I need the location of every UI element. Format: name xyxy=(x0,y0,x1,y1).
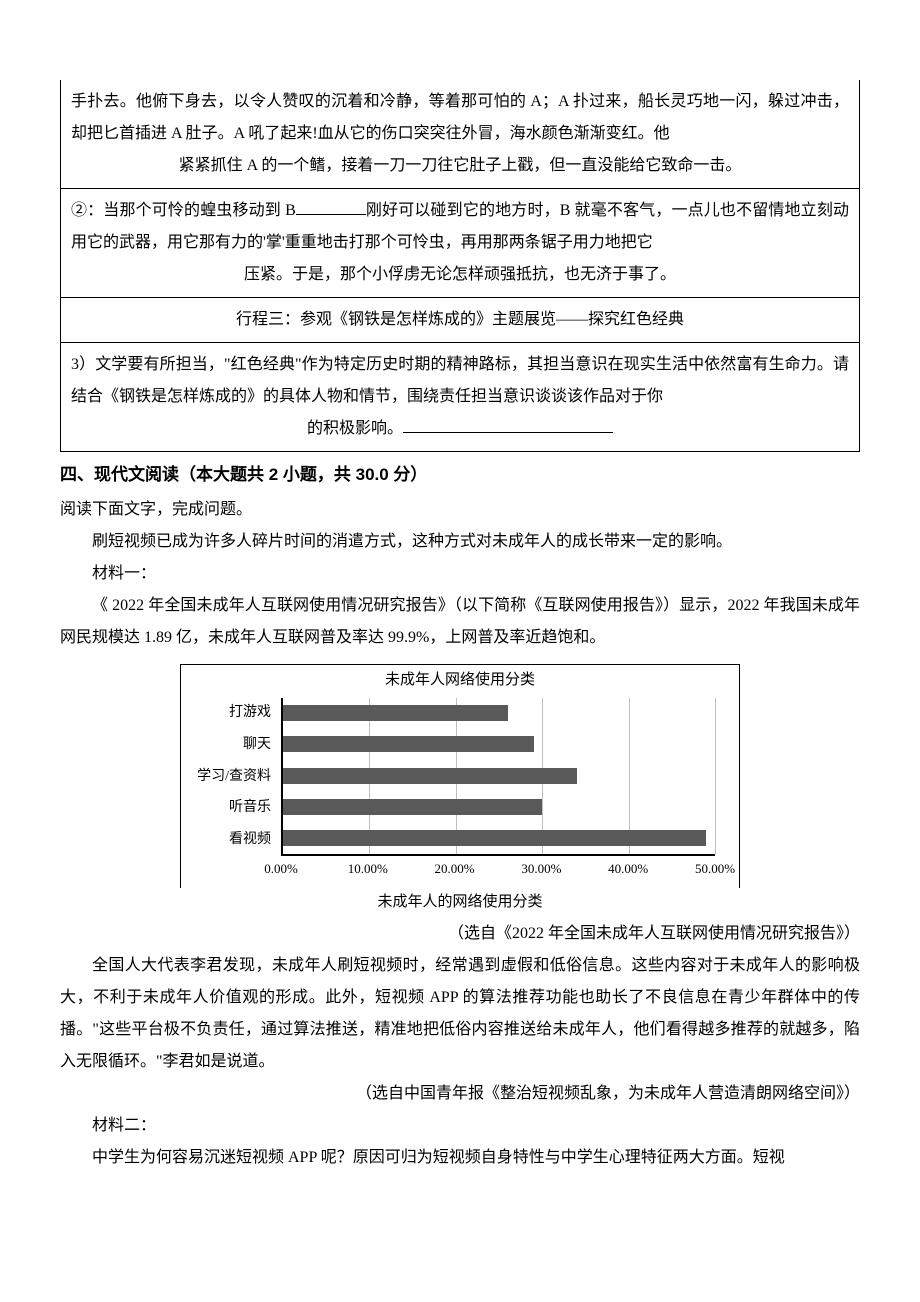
cell1-text: 手扑去。他俯下身去，以令人赞叹的沉着和冷静，等着那可怕的 A；A 扑过来，船长灵… xyxy=(71,93,849,142)
material-1-label: 材料一： xyxy=(60,558,860,590)
chart-bar-row xyxy=(283,764,715,788)
chart-plot-area xyxy=(281,698,715,856)
cell4-center: 的积极影响。 xyxy=(307,420,403,437)
usage-chart: 未成年人网络使用分类 打游戏聊天学习/查资料听音乐看视频 0.00% 10.00%… xyxy=(180,664,740,914)
chart-y-tick-label: 学习/查资料 xyxy=(197,770,271,784)
chart-body: 打游戏聊天学习/查资料听音乐看视频 0.00% 10.00% 20.00% 30.00… xyxy=(181,698,739,888)
box-cell-3: 行程三：参观《钢铁是怎样炼成的》主题展览——探究红色经典 xyxy=(61,297,859,342)
chart-y-tick-label: 看视频 xyxy=(229,833,271,847)
intro-line: 阅读下面文字，完成问题。 xyxy=(60,494,860,526)
chart-x-tick-label: 10.00% xyxy=(348,862,388,875)
chart-caption: 未成年人的网络使用分类 xyxy=(180,890,740,914)
chart-frame: 未成年人网络使用分类 打游戏聊天学习/查资料听音乐看视频 0.00% 10.00%… xyxy=(180,664,740,888)
material-1-p2: 全国人大代表李君发现，未成年人刷短视频时，经常遇到虚假和低俗信息。这些内容对于未… xyxy=(60,950,860,1078)
cell2-pre: ②：当那个可怜的蝗虫移动到 B xyxy=(71,202,296,219)
cell3-text: 行程三：参观《钢铁是怎样炼成的》主题展览——探究红色经典 xyxy=(71,304,849,336)
chart-bar-row xyxy=(283,826,715,850)
box-cell-2: ②：当那个可怜的蝗虫移动到 B刚好可以碰到它的地方时，B 就毫不客气，一点儿也不… xyxy=(61,188,859,297)
cell2-center: 压紧。于是，那个小俘虏无论怎样顽强抵抗，也无济于事了。 xyxy=(71,259,849,291)
chart-bar xyxy=(283,705,508,721)
chart-bar xyxy=(283,736,534,752)
chart-x-tick-label: 50.00% xyxy=(695,862,735,875)
chart-x-tick-label: 40.00% xyxy=(608,862,648,875)
fill-blank-b[interactable] xyxy=(296,197,366,215)
chart-gridline xyxy=(715,698,716,854)
chart-y-tick-label: 听音乐 xyxy=(229,801,271,815)
material-1-source-1: （选自《2022 年全国未成年人互联网使用情况研究报告》） xyxy=(60,918,860,950)
chart-title: 未成年人网络使用分类 xyxy=(181,669,739,692)
material-1-source-2: （选自中国青年报《整治短视频乱象，为未成年人营造清朗网络空间》） xyxy=(60,1078,860,1110)
material-2-p1: 中学生为何容易沉迷短视频 APP 呢？原因可归为短视频自身特性与中学生心理特征两… xyxy=(60,1142,860,1174)
material-1-p1: 《 2022 年全国未成年人互联网使用情况研究报告》（以下简称《互联网使用报告》… xyxy=(60,590,860,654)
cell4-pre: 3）文学要有所担当，"红色经典"作为特定历史时期的精神路标，其担当意识在现实生活… xyxy=(71,356,849,405)
cell1-center: 紧紧抓住 A 的一个鳍，接着一刀一刀往它肚子上戳，但一直没能给它致命一击。 xyxy=(71,150,849,182)
fill-blank-answer[interactable] xyxy=(403,415,613,433)
box-cell-1: 手扑去。他俯下身去，以令人赞叹的沉着和冷静，等着那可怕的 A；A 扑过来，船长灵… xyxy=(61,80,859,188)
material-2-label: 材料二： xyxy=(60,1110,860,1142)
chart-x-tick-label: 20.00% xyxy=(435,862,475,875)
chart-x-labels: 0.00%10.00%20.00%30.00%40.00%50.00% xyxy=(281,862,715,882)
chart-x-tick-label: 30.00% xyxy=(521,862,561,875)
cell4-center-wrap: 的积极影响。 xyxy=(71,413,849,445)
lead-paragraph: 刷短视频已成为许多人碎片时间的消遣方式，这种方式对未成年人的成长带来一定的影响。 xyxy=(60,526,860,558)
chart-y-tick-label: 聊天 xyxy=(243,738,271,752)
chart-bar-row xyxy=(283,795,715,819)
box-cell-4: 3）文学要有所担当，"红色经典"作为特定历史时期的精神路标，其担当意识在现实生活… xyxy=(61,342,859,451)
chart-y-tick-label: 打游戏 xyxy=(229,706,271,720)
chart-bar-row xyxy=(283,732,715,756)
chart-bar xyxy=(283,768,577,784)
chart-x-tick-label: 0.00% xyxy=(264,862,298,875)
chart-bar xyxy=(283,799,542,815)
section-4-heading: 四、现代文阅读（本大题共 2 小题，共 30.0 分） xyxy=(60,458,860,492)
chart-bar xyxy=(283,830,706,846)
chart-y-labels: 打游戏聊天学习/查资料听音乐看视频 xyxy=(181,698,277,856)
chart-bar-row xyxy=(283,701,715,725)
boxed-passage: 手扑去。他俯下身去，以令人赞叹的沉着和冷静，等着那可怕的 A；A 扑过来，船长灵… xyxy=(60,80,860,452)
